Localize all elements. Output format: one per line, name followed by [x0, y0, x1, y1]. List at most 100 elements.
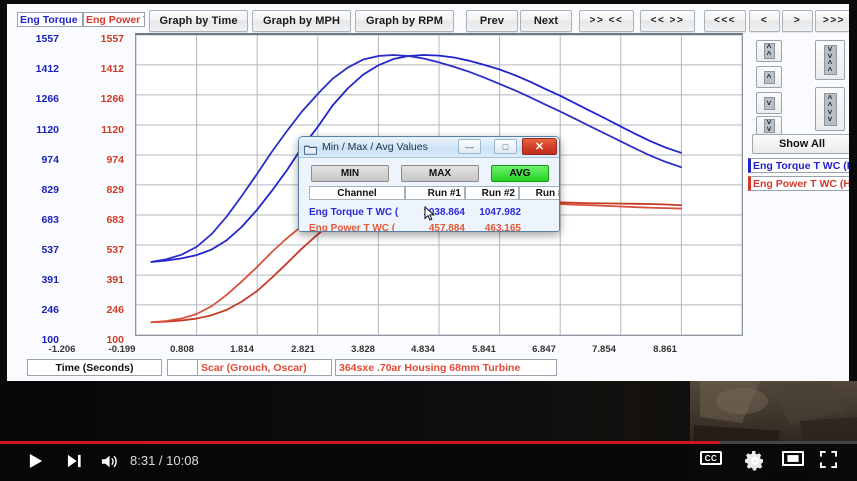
button-label: << >>	[650, 15, 685, 26]
minimize-button[interactable]: —	[458, 139, 481, 154]
chevron-down-icon: ˅	[763, 96, 775, 110]
dialog-body: MIN MAX AVG Channel Run #1 Run #2 Run #3…	[299, 158, 559, 232]
legend-item-eng-power[interactable]: Eng Power T WC (HP)	[748, 176, 856, 191]
settings-button[interactable]	[745, 451, 769, 471]
button-label: >>>	[822, 15, 846, 26]
dialog-title-bar[interactable]: Min / Max / Avg Values — □ ✕	[299, 137, 559, 158]
play-icon	[29, 454, 43, 468]
x-tick: 4.834	[411, 344, 435, 355]
button-label: Next	[533, 14, 559, 27]
app-client-area: Eng Torque Eng Power T Graph by Time Gra…	[7, 4, 849, 381]
y-tick-blue: 683	[41, 214, 59, 226]
graph-by-mph-button[interactable]: Graph by MPH	[252, 10, 351, 32]
table-row-channel-name: Eng Torque T WC (	[309, 207, 399, 218]
y-tick-blue: 391	[41, 274, 59, 286]
double-chevron-down-icon: ˅ ˅	[763, 119, 775, 134]
y-tick-blue: 1412	[35, 63, 59, 75]
y-tick-blue: 829	[41, 184, 59, 196]
chevron-up-icon: ^	[763, 70, 775, 84]
avg-label: AVG	[509, 168, 531, 179]
status-bar: Time (Seconds) Run #1 Scar (Grouch, Osca…	[7, 357, 849, 381]
operator-field[interactable]: Scar (Grouch, Oscar)	[197, 359, 332, 376]
channel-tab-eng-power[interactable]: Eng Power T	[83, 12, 145, 27]
max-mode-button[interactable]: MAX	[401, 165, 479, 182]
legend-item-eng-torque[interactable]: Eng Torque T WC (Ft-L	[748, 158, 856, 173]
prev-button[interactable]: Prev	[466, 10, 518, 32]
min-max-avg-dialog[interactable]: Min / Max / Avg Values — □ ✕ MIN MAX AVG…	[298, 136, 560, 232]
y-tick-red: 537	[106, 244, 124, 256]
y-tick-blue: 974	[41, 154, 59, 166]
table-row-run1-value: 457.884	[428, 223, 465, 232]
series-line-0	[150, 54, 682, 263]
maximize-button[interactable]: □	[494, 139, 517, 154]
torque-scale-down-button[interactable]: ˅	[756, 92, 782, 114]
maximize-icon: □	[502, 141, 509, 152]
show-all-label: Show All	[778, 138, 826, 150]
x-tick: 3.828	[351, 344, 375, 355]
legend-label: Eng Torque T WC (Ft-L	[753, 159, 856, 172]
step-left-button[interactable]: <	[749, 10, 780, 32]
max-label: MAX	[428, 168, 452, 179]
zoom-in-both-button[interactable]: >> <<	[579, 10, 634, 32]
power-scale-up-down-button[interactable]: ^ ^ ˅ ˅	[815, 87, 845, 131]
theater-icon	[782, 451, 804, 466]
show-all-button[interactable]: Show All	[752, 134, 849, 154]
y-tick-red: 246	[106, 304, 124, 316]
fullscreen-button[interactable]	[820, 451, 846, 471]
next-button[interactable]: Next	[520, 10, 572, 32]
chevron-up-down-icon: ^ ^ ˅ ˅	[823, 92, 837, 126]
x-tick: 0.808	[170, 344, 194, 355]
column-header-channel[interactable]: Channel	[309, 186, 405, 200]
torque-scale-up-button[interactable]: ^	[756, 66, 782, 88]
setup-description-field[interactable]: 364sxe .70ar Housing 68mm Turbine	[335, 359, 557, 376]
graph-by-rpm-button[interactable]: Graph by RPM	[355, 10, 454, 32]
cc-icon: CC	[700, 451, 722, 465]
setup-description: 364sxe .70ar Housing 68mm Turbine	[339, 361, 521, 374]
x-tick: 5.841	[472, 344, 496, 355]
next-video-button[interactable]	[60, 450, 88, 472]
button-label: >> <<	[589, 15, 624, 26]
button-label: Prev	[479, 14, 505, 27]
progress-played	[0, 441, 720, 444]
y-tick-blue: 1120	[36, 124, 59, 136]
torque-scale-up-fast-button[interactable]: ^ ^	[756, 40, 782, 62]
torque-scale-down-fast-button[interactable]: ˅ ˅	[756, 116, 782, 136]
y-tick-blue: 1266	[35, 93, 59, 105]
x-tick: -1.206	[48, 344, 76, 355]
next-icon	[67, 454, 81, 468]
legend-label: Eng Power T WC (HP)	[753, 177, 856, 190]
x-axis-label-field[interactable]: Time (Seconds)	[27, 359, 162, 376]
page-last-button[interactable]: >>>	[815, 10, 849, 32]
channel-tab-eng-torque[interactable]: Eng Torque	[17, 12, 83, 27]
min-label: MIN	[340, 168, 360, 179]
power-scale-down-up-button[interactable]: ˅ ˅ ^ ^	[815, 40, 845, 80]
y-tick-blue: 246	[41, 304, 59, 316]
column-label: Run #1	[427, 187, 461, 199]
avg-mode-button[interactable]: AVG	[491, 165, 549, 182]
column-header-run1[interactable]: Run #1	[405, 186, 465, 200]
column-header-run2[interactable]: Run #2	[465, 186, 519, 200]
table-row-run2-value: 463.165	[484, 223, 521, 232]
play-button[interactable]	[22, 450, 50, 472]
min-mode-button[interactable]: MIN	[311, 165, 389, 182]
step-right-button[interactable]: >	[782, 10, 813, 32]
captions-button[interactable]: CC	[700, 451, 730, 471]
table-row-channel-name: Eng Power T WC (	[309, 223, 396, 232]
y-tick-red: 683	[106, 214, 124, 226]
volume-button[interactable]	[96, 450, 124, 472]
zoom-out-both-button[interactable]: << >>	[640, 10, 695, 32]
gear-icon	[745, 451, 763, 471]
progress-bar[interactable]	[0, 441, 857, 444]
operator-label: Scar (Grouch, Oscar)	[201, 361, 307, 374]
video-player[interactable]: POWER DRIVEN DIESEL 8:31 / 10:08	[0, 381, 857, 481]
button-label: Graph by MPH	[263, 14, 340, 27]
column-label: Channel	[337, 187, 377, 199]
button-label: <<<	[713, 15, 737, 26]
button-label: Graph by Time	[159, 14, 238, 27]
column-header-run3[interactable]: Run #3	[519, 186, 559, 200]
toolbar: Graph by Time Graph by MPH Graph by RPM …	[7, 4, 849, 32]
graph-by-time-button[interactable]: Graph by Time	[149, 10, 248, 32]
page-first-button[interactable]: <<<	[704, 10, 746, 32]
theater-mode-button[interactable]	[782, 451, 810, 471]
close-button[interactable]: ✕	[522, 138, 557, 155]
